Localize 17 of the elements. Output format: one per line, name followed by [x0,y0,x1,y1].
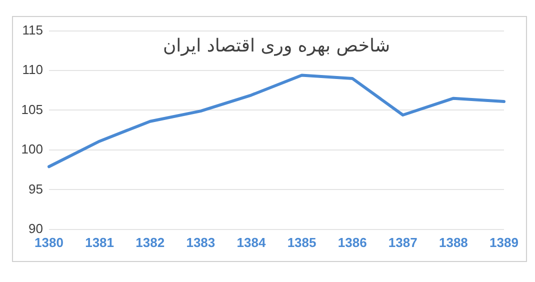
y-tick-label: 115 [22,22,43,38]
y-tick-label: 90 [28,220,43,236]
y-tick-label: 100 [21,142,43,157]
x-tick-label: 1380 [34,234,64,250]
x-tick-label: 1382 [136,234,165,250]
chart-title: شاخص بهره وری اقتصاد ایران [162,35,390,56]
x-tick-label: 1389 [490,234,518,250]
x-tick-label: 1384 [236,234,266,250]
x-tick-label: 1387 [388,234,418,250]
y-tick-label: 105 [21,102,43,117]
x-tick-label: 1385 [287,234,316,250]
x-tick-label: 1388 [438,234,468,250]
y-tick-label: 110 [22,62,43,78]
x-tick-label: 1386 [338,234,367,250]
x-tick-label: 1381 [85,234,114,250]
x-tick-label: 1383 [186,234,216,250]
y-tick-label: 95 [28,181,43,196]
